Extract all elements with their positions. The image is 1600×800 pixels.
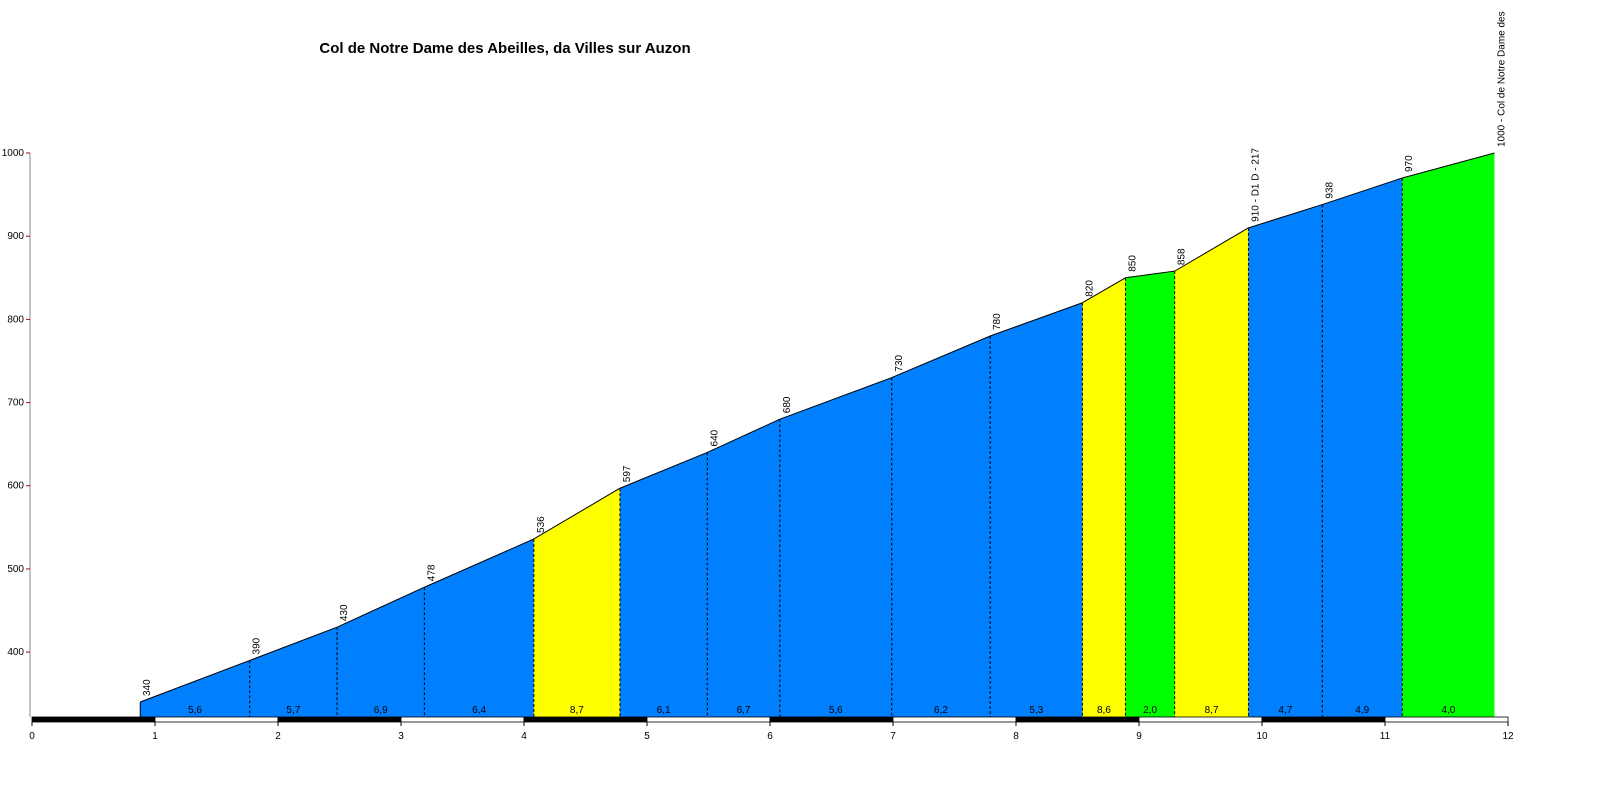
gradient-label: 6,7 — [737, 705, 751, 716]
segment — [424, 538, 534, 717]
profile-line — [1248, 204, 1323, 229]
profile-line — [990, 302, 1083, 337]
point-label: 1000 - Col de Notre Dame des — [1496, 11, 1507, 147]
y-tick-label: 700 — [7, 398, 24, 409]
km-bar — [646, 716, 771, 723]
point-label: 730 — [894, 354, 905, 371]
point-label: 390 — [252, 637, 263, 654]
km-bar — [892, 716, 1017, 723]
x-tick-label: 9 — [1136, 731, 1142, 742]
x-tick-label: 12 — [1502, 731, 1514, 742]
segment — [533, 488, 620, 717]
gradient-label: 6,9 — [374, 705, 388, 716]
segment — [140, 660, 250, 717]
y-tick-label: 900 — [7, 231, 24, 242]
x-tick-label: 0 — [29, 731, 35, 742]
profile-line — [1125, 270, 1175, 279]
x-tick-label: 7 — [890, 731, 896, 742]
km-bar — [1138, 716, 1263, 723]
profile-line — [707, 418, 781, 453]
point-label: 640 — [709, 429, 720, 446]
gradient-label: 4,9 — [1355, 705, 1369, 716]
gradient-label: 5,6 — [188, 705, 202, 716]
point-label: 478 — [426, 564, 437, 581]
point-label: 938 — [1324, 181, 1335, 198]
point-label: 970 — [1404, 155, 1415, 172]
gradient-label: 5,3 — [1029, 705, 1043, 716]
segment — [779, 377, 892, 717]
segment — [1125, 271, 1175, 717]
point-label: 858 — [1177, 248, 1188, 265]
segment — [1402, 153, 1495, 717]
segment — [337, 587, 425, 717]
profile-line — [1174, 227, 1249, 272]
point-label: 340 — [142, 679, 153, 696]
profile-line — [533, 487, 621, 540]
x-tick-label: 5 — [644, 731, 650, 742]
segment — [707, 419, 780, 717]
profile-line — [249, 626, 338, 661]
point-label: 850 — [1127, 255, 1138, 272]
segment — [1248, 204, 1323, 718]
profile-line — [1402, 152, 1495, 179]
x-tick-label: 1 — [152, 731, 158, 742]
segment — [619, 452, 708, 717]
segment — [990, 302, 1083, 717]
gradient-label: 6,4 — [472, 705, 486, 716]
x-tick-label: 4 — [521, 731, 527, 742]
km-bar — [400, 716, 525, 723]
x-tick-label: 11 — [1380, 731, 1391, 742]
point-label: 430 — [339, 604, 350, 621]
chart-title: Col de Notre Dame des Abeilles, da Ville… — [319, 40, 690, 57]
profile-line — [891, 335, 991, 379]
profile-line — [1322, 177, 1403, 206]
x-tick-label: 2 — [275, 731, 281, 742]
x-tick-label: 8 — [1013, 731, 1019, 742]
profile-line — [140, 659, 250, 703]
profile-line — [1082, 277, 1126, 304]
y-tick-label: 800 — [7, 314, 24, 325]
km-bar — [1015, 716, 1140, 723]
gradient-label: 8,7 — [1205, 705, 1219, 716]
gradient-label: 4,7 — [1278, 705, 1292, 716]
km-bar — [523, 716, 648, 723]
y-tick-label: 400 — [7, 647, 24, 658]
km-bar — [31, 716, 156, 723]
km-bar — [1384, 716, 1509, 723]
point-label: 536 — [536, 516, 547, 533]
gradient-label: 4,0 — [1441, 705, 1455, 716]
gradient-label: 8,6 — [1097, 705, 1111, 716]
gradient-label: 6,1 — [657, 705, 671, 716]
gradient-label: 6,2 — [934, 705, 948, 716]
gradient-label: 2,0 — [1143, 705, 1157, 716]
segment — [1082, 277, 1126, 717]
y-tick-label: 500 — [7, 564, 24, 575]
profile-line — [779, 377, 892, 420]
km-bar — [154, 716, 279, 723]
y-tick-label: 600 — [7, 481, 24, 492]
gradient-label: 5,7 — [286, 705, 300, 716]
x-tick-label: 6 — [767, 731, 773, 742]
point-label: 597 — [622, 465, 633, 482]
km-bar — [277, 716, 402, 723]
point-label: 780 — [992, 313, 1003, 330]
gradient-label: 5,6 — [829, 705, 843, 716]
segment — [249, 627, 338, 717]
point-label: 910 - D1 D - 217 — [1250, 148, 1261, 222]
km-bar — [1261, 716, 1386, 723]
y-tick-label: 1000 — [2, 148, 25, 159]
point-label: 680 — [782, 396, 793, 413]
x-tick-label: 10 — [1256, 731, 1268, 742]
x-tick-label: 3 — [398, 731, 404, 742]
profile-line — [336, 586, 425, 628]
segment — [1322, 177, 1403, 717]
segment — [1174, 227, 1249, 718]
km-bar — [769, 716, 894, 723]
profile-line — [424, 538, 535, 588]
gradient-label: 8,7 — [570, 705, 584, 716]
segment — [891, 336, 991, 717]
profile-line — [619, 452, 708, 489]
point-label: 820 — [1084, 280, 1095, 297]
